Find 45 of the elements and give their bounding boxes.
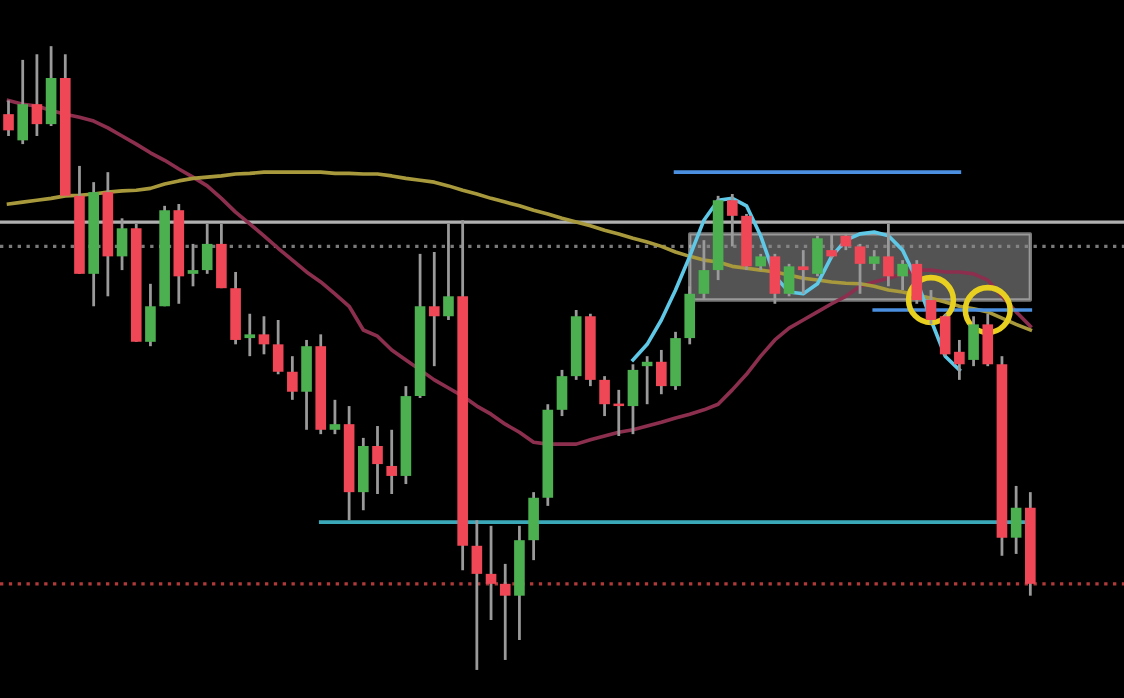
candlestick — [783, 262, 795, 298]
candlestick — [187, 242, 199, 288]
candlestick — [868, 248, 880, 272]
candlestick — [726, 192, 738, 248]
candlestick — [428, 250, 440, 368]
candlestick — [287, 354, 298, 402]
candlestick — [244, 312, 256, 358]
candlestick — [769, 252, 781, 306]
candlestick — [485, 524, 497, 622]
candlestick — [968, 314, 979, 368]
candlestick — [45, 44, 57, 128]
candlestick — [386, 428, 398, 496]
candlestick — [684, 284, 696, 346]
candlestick — [443, 222, 454, 322]
candlestick — [656, 348, 667, 396]
candlestick — [145, 282, 156, 348]
candlestick — [1010, 484, 1022, 556]
candlestick — [17, 58, 29, 146]
candlestick — [272, 318, 284, 376]
candlestick — [201, 222, 213, 276]
candlestick — [116, 216, 128, 272]
candlestick — [301, 338, 312, 432]
candlestick — [3, 99, 14, 138]
candlestick — [556, 368, 568, 418]
candlestick — [329, 398, 341, 436]
candlestick — [854, 242, 866, 296]
candlestick — [698, 238, 710, 302]
candlestick — [372, 424, 383, 496]
candlestick — [982, 312, 994, 368]
candlestick — [528, 490, 539, 562]
candlestick — [31, 52, 43, 138]
candlestick — [357, 436, 369, 512]
candlestick — [826, 232, 837, 260]
candlestick — [216, 222, 227, 290]
candlestick — [812, 234, 823, 278]
candlestick — [897, 258, 908, 292]
candlestick — [599, 374, 610, 418]
candlestick — [499, 562, 511, 662]
candlestick — [471, 518, 483, 672]
candlestick — [925, 288, 937, 326]
candlestick — [258, 314, 270, 356]
candlestick — [883, 222, 894, 288]
candlestick — [627, 362, 639, 436]
candlestick — [911, 258, 923, 306]
candlestick — [797, 248, 809, 296]
